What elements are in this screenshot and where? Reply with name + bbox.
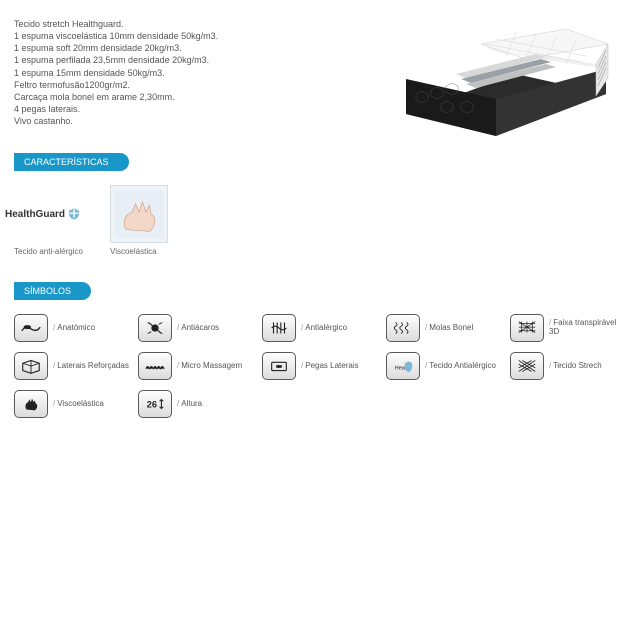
symbol-label: /Pegas Laterais: [301, 362, 359, 371]
spec-list: Tecido stretch Healthguard.1 espuma visc…: [14, 18, 314, 127]
symbol-item: /Faixa transpirável 3D: [510, 314, 626, 342]
symbol-item: /Tecido Strech: [510, 352, 626, 380]
feature-viscoelastic: Viscoelástica: [110, 185, 180, 256]
hand-foam-icon: [110, 185, 168, 243]
feature-caption: Viscoelástica: [110, 247, 180, 256]
symbol-item: /Pegas Laterais: [262, 352, 378, 380]
spec-line: 1 espuma viscoelástica 10mm densidade 50…: [14, 30, 314, 42]
antiallergic-fabric-icon: Health: [386, 352, 420, 380]
symbol-label: /Molas Bonel: [425, 324, 473, 333]
symbol-label: /Altura: [177, 400, 202, 409]
symbol-item: 26/Altura: [138, 390, 254, 418]
bonel-springs-icon: [386, 314, 420, 342]
symbol-label: /Antialérgico: [301, 324, 347, 333]
symbol-label: /Anatómico: [53, 324, 95, 333]
stretch-fabric-icon: [510, 352, 544, 380]
anatomic-icon: [14, 314, 48, 342]
features-row: HealthGuard Tecido anti-alérgico Viscoel…: [14, 185, 626, 256]
symbol-item: /Antiácaros: [138, 314, 254, 342]
feature-healthguard: HealthGuard Tecido anti-alérgico: [14, 185, 84, 256]
symbol-item: /Laterais Reforçadas: [14, 352, 130, 380]
height-icon: 26: [138, 390, 172, 418]
side-handles-icon: [262, 352, 296, 380]
spec-line: Vivo castanho.: [14, 115, 314, 127]
symbol-item: /Micro Massagem: [138, 352, 254, 380]
symbol-item: /Viscoelástica: [14, 390, 130, 418]
spec-line: 1 espuma soft 20mm densidade 20kg/m3.: [14, 42, 314, 54]
symbols-tab: SÍMBOLOS: [14, 282, 91, 300]
feature-caption: Tecido anti-alérgico: [14, 247, 84, 256]
micro-massage-icon: [138, 352, 172, 380]
antiallergic-icon: [262, 314, 296, 342]
symbol-label: /Viscoelástica: [53, 400, 104, 409]
symbol-item: Health/Tecido Antialérgico: [386, 352, 502, 380]
symbol-item: /Anatómico: [14, 314, 130, 342]
viscoelastic-icon: [14, 390, 48, 418]
symbol-label: /Tecido Strech: [549, 362, 602, 371]
symbol-label: /Laterais Reforçadas: [53, 362, 129, 371]
svg-text:26: 26: [147, 400, 157, 410]
symbol-label: /Antiácaros: [177, 324, 219, 333]
symbol-label: /Tecido Antialérgico: [425, 362, 496, 371]
spec-line: Carcaça mola bonel em arame 2,30mm.: [14, 91, 314, 103]
spec-line: 1 espuma perfilada 23,5mm densidade 20kg…: [14, 54, 314, 66]
breathable-3d-icon: [510, 314, 544, 342]
spec-line: Tecido stretch Healthguard.: [14, 18, 314, 30]
characteristics-tab: CARACTERÍSTICAS: [14, 153, 129, 171]
symbols-grid: /Anatómico/Antiácaros/Antialérgico/Molas…: [14, 314, 626, 418]
spec-line: 4 pegas laterais.: [14, 103, 314, 115]
symbol-item: /Antialérgico: [262, 314, 378, 342]
healthguard-icon: HealthGuard: [14, 185, 72, 243]
spec-line: Feltro termofusão1200gr/m2.: [14, 79, 314, 91]
antimite-icon: [138, 314, 172, 342]
reinforced-sides-icon: [14, 352, 48, 380]
symbol-item: /Molas Bonel: [386, 314, 502, 342]
spec-line: 1 espuma 15mm densidade 50kg/m3.: [14, 67, 314, 79]
mattress-cutaway-image: [386, 24, 616, 144]
symbol-label: /Micro Massagem: [177, 362, 242, 371]
symbol-label: /Faixa transpirável 3D: [549, 319, 626, 337]
